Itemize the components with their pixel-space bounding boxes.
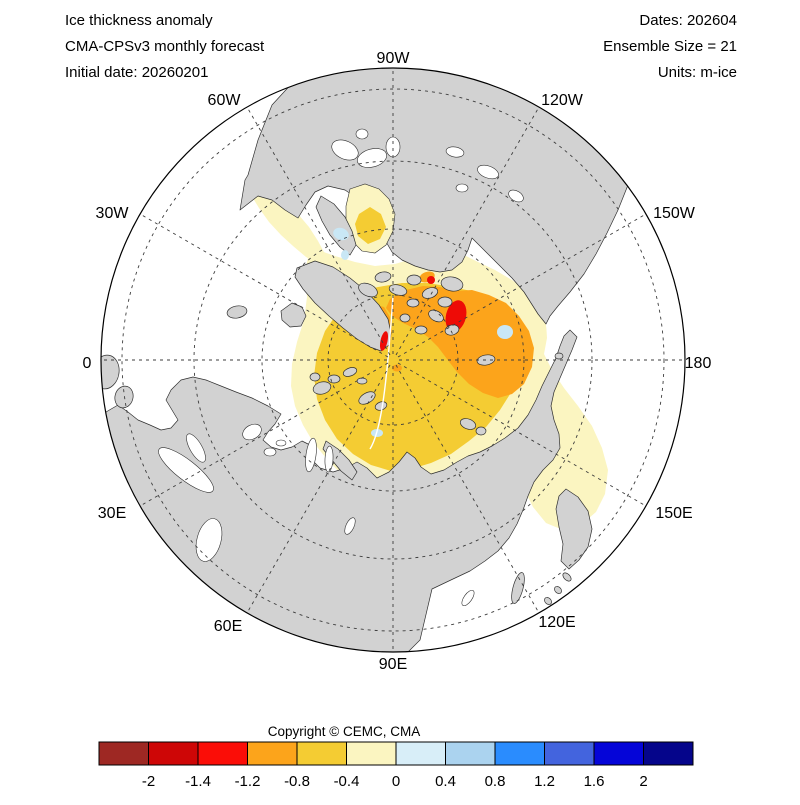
lon-label-120e: 120E — [538, 614, 575, 631]
colorbar-tick: 0.4 — [435, 773, 456, 790]
lon-label-0: 0 — [83, 355, 92, 372]
model-name: CMA-CPSv3 monthly forecast — [65, 38, 265, 55]
anomaly-red-slivers — [379, 276, 435, 351]
graticule — [101, 68, 685, 652]
colorbar-cell — [98, 741, 149, 766]
colorbar-cell — [544, 741, 595, 766]
lon-label-90w: 90W — [377, 50, 411, 67]
colorbar-cell — [296, 741, 347, 766]
colorbar-cell — [197, 741, 248, 766]
colorbar-tick: 0 — [392, 773, 400, 790]
colorbar-tick: 0.8 — [485, 773, 506, 790]
anomaly-blue-baffin — [333, 227, 349, 260]
bering-strait-water — [545, 314, 569, 340]
colorbar-tick-labels: -2 -1.4 -1.2 -0.8 -0.4 0 0.4 0.8 1.2 1.6 2 — [142, 773, 648, 790]
colorbar-tick: -1.2 — [235, 773, 261, 790]
lon-label-60e: 60E — [214, 618, 242, 635]
colorbar-cell — [395, 741, 446, 766]
lon-label-30e: 30E — [98, 505, 126, 522]
hudson-bay — [331, 139, 359, 161]
lon-label-60w: 60W — [208, 92, 242, 109]
data-seam-line — [369, 295, 394, 450]
ensemble-size: Ensemble Size = 21 — [603, 38, 737, 55]
colorbar-tick: 1.2 — [534, 773, 555, 790]
initial-date: Initial date: 20260201 — [65, 64, 208, 81]
baltic-sea — [158, 447, 214, 493]
colorbar-cell — [445, 741, 496, 766]
colorbar-tick: -1.4 — [185, 773, 211, 790]
colorbar-cell — [247, 741, 298, 766]
arctic-islands — [309, 271, 572, 605]
landmasses — [101, 68, 633, 652]
header-right: Dates: 202604 Ensemble Size = 21 Units: … — [603, 12, 737, 81]
colorbar-cell — [148, 741, 199, 766]
land-kamchatka — [555, 488, 593, 570]
colorbar-tick: -0.4 — [334, 773, 360, 790]
plot-title: Ice thickness anomaly — [65, 12, 213, 29]
colorbar-cell — [643, 741, 694, 766]
foxe-basin-anomaly — [345, 183, 396, 254]
anomaly-region-red — [445, 300, 467, 332]
header-left: Ice thickness anomaly CMA-CPSv3 monthly … — [65, 12, 265, 81]
copyright-text: Copyright © CEMC, CMA — [268, 724, 420, 739]
colorbar — [98, 741, 694, 766]
land-baffin-island — [315, 195, 357, 256]
colorbar-tick: 1.6 — [584, 773, 605, 790]
ob-gulf — [305, 437, 317, 473]
colorbar-tick: -0.8 — [284, 773, 310, 790]
lon-label-150e: 150E — [655, 505, 692, 522]
colorbar-cell — [494, 741, 545, 766]
lon-label-180: 180 — [685, 355, 712, 372]
colorbar-tick: -2 — [142, 773, 155, 790]
lon-label-30w: 30W — [96, 205, 130, 222]
map-boundary-circle — [100, 67, 686, 653]
white-sea — [242, 423, 262, 441]
inland-waters — [158, 128, 524, 607]
units-label: Units: m-ice — [658, 64, 737, 81]
lon-label-120w: 120W — [541, 92, 584, 109]
lon-label-150w: 150W — [653, 205, 696, 222]
colorbar-cell — [346, 741, 397, 766]
land-uk — [101, 354, 120, 390]
longitude-labels: 90W 60W 120W 30W 150W 0 180 30E 150E 60E… — [83, 50, 712, 673]
land-eurasia — [105, 329, 578, 652]
colorbar-cell — [593, 741, 644, 766]
caspian-sea — [195, 518, 223, 562]
land-iceland — [226, 305, 248, 319]
forecast-dates: Dates: 202604 — [639, 12, 737, 29]
colorbar-tick: 2 — [639, 773, 647, 790]
lon-label-90e: 90E — [379, 656, 407, 673]
